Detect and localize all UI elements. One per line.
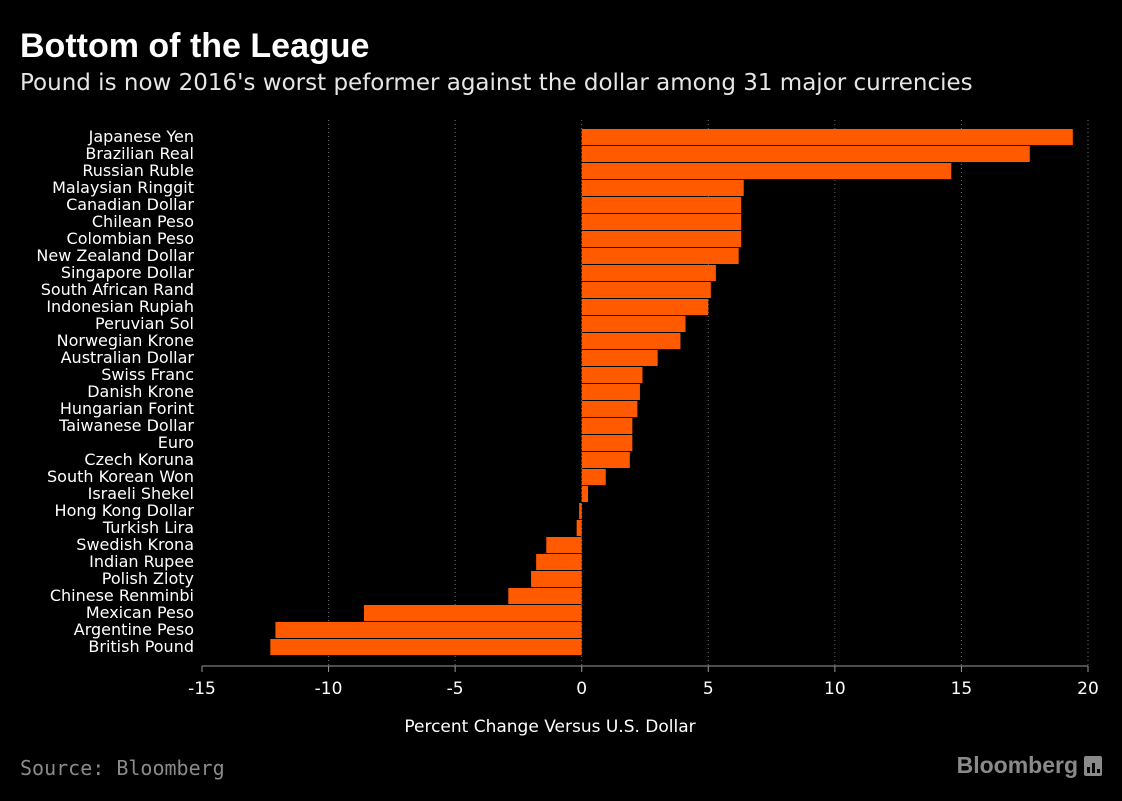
category-label: Colombian Peso <box>67 229 194 248</box>
bar <box>546 537 582 553</box>
category-label: Mexican Peso <box>86 603 194 622</box>
bar <box>581 384 640 400</box>
bloomberg-terminal-icon <box>1084 755 1102 776</box>
category-label: Chinese Renminbi <box>50 586 194 605</box>
bar <box>581 469 606 485</box>
bar <box>531 571 582 587</box>
bar <box>581 282 711 298</box>
bar <box>581 299 709 315</box>
category-label: Malaysian Ringgit <box>52 178 194 197</box>
x-tick-label: 10 <box>824 679 846 699</box>
bar <box>581 129 1073 145</box>
category-label: Japanese Yen <box>88 127 194 146</box>
category-label: Swedish Krona <box>76 535 194 554</box>
bar <box>576 520 582 536</box>
bar <box>581 197 742 213</box>
x-tick-label: 15 <box>951 679 973 699</box>
category-label: Indian Rupee <box>89 552 194 571</box>
category-label: Turkish Lira <box>102 518 194 537</box>
x-tick-label: 5 <box>703 679 714 699</box>
category-label: Indonesian Rupiah <box>46 297 194 316</box>
bar <box>579 503 582 519</box>
category-label: Brazilian Real <box>85 144 194 163</box>
bar <box>581 316 686 332</box>
bar <box>275 622 582 638</box>
bar <box>581 333 681 349</box>
chart-title: Bottom of the League <box>20 27 370 65</box>
bar <box>581 248 739 264</box>
bar <box>581 265 716 281</box>
category-label: South Korean Won <box>47 467 194 486</box>
category-label: Hungarian Forint <box>60 399 194 418</box>
bar <box>581 163 952 179</box>
category-label: Hong Kong Dollar <box>55 501 195 520</box>
category-label: Singapore Dollar <box>61 263 195 282</box>
chart-subtitle: Pound is now 2016's worst peformer again… <box>20 70 973 96</box>
category-label: Canadian Dollar <box>66 195 194 214</box>
bar <box>581 418 633 434</box>
category-label: Norwegian Krone <box>57 331 194 350</box>
bar <box>581 452 630 468</box>
bar <box>581 486 589 502</box>
bar <box>581 401 638 417</box>
category-label: Taiwanese Dollar <box>58 416 194 435</box>
category-label: British Pound <box>88 637 194 656</box>
source-note: Source: Bloomberg <box>20 756 225 780</box>
bar <box>581 146 1030 162</box>
category-label: Polish Zloty <box>102 569 194 588</box>
bar <box>581 214 742 230</box>
category-label: Argentine Peso <box>74 620 194 639</box>
x-tick-label: -15 <box>188 679 216 699</box>
category-label: Russian Ruble <box>82 161 194 180</box>
category-label: Danish Krone <box>87 382 194 401</box>
category-label: Euro <box>158 433 194 452</box>
category-label: Australian Dollar <box>61 348 195 367</box>
bar <box>536 554 582 570</box>
bar <box>581 435 633 451</box>
bar <box>508 588 582 604</box>
category-label: Peruvian Sol <box>95 314 194 333</box>
category-label: New Zealand Dollar <box>36 246 194 265</box>
bar <box>581 350 658 366</box>
brand-name: Bloomberg <box>956 752 1078 778</box>
x-tick-label: -5 <box>447 679 464 699</box>
bar <box>581 180 744 196</box>
category-label: Israeli Shekel <box>88 484 194 503</box>
bar <box>364 605 582 621</box>
x-tick-label: 0 <box>576 679 587 699</box>
bar <box>270 639 582 655</box>
category-label: Chilean Peso <box>92 212 194 231</box>
x-tick-label: 20 <box>1077 679 1099 699</box>
x-tick-label: -10 <box>315 679 343 699</box>
bar <box>581 231 742 247</box>
bar <box>581 367 643 383</box>
brand-logo: Bloomberg <box>957 752 1102 779</box>
category-label: South African Rand <box>41 280 194 299</box>
category-label: Czech Koruna <box>84 450 194 469</box>
category-label: Swiss Franc <box>101 365 194 384</box>
x-axis-title: Percent Change Versus U.S. Dollar <box>404 717 695 737</box>
